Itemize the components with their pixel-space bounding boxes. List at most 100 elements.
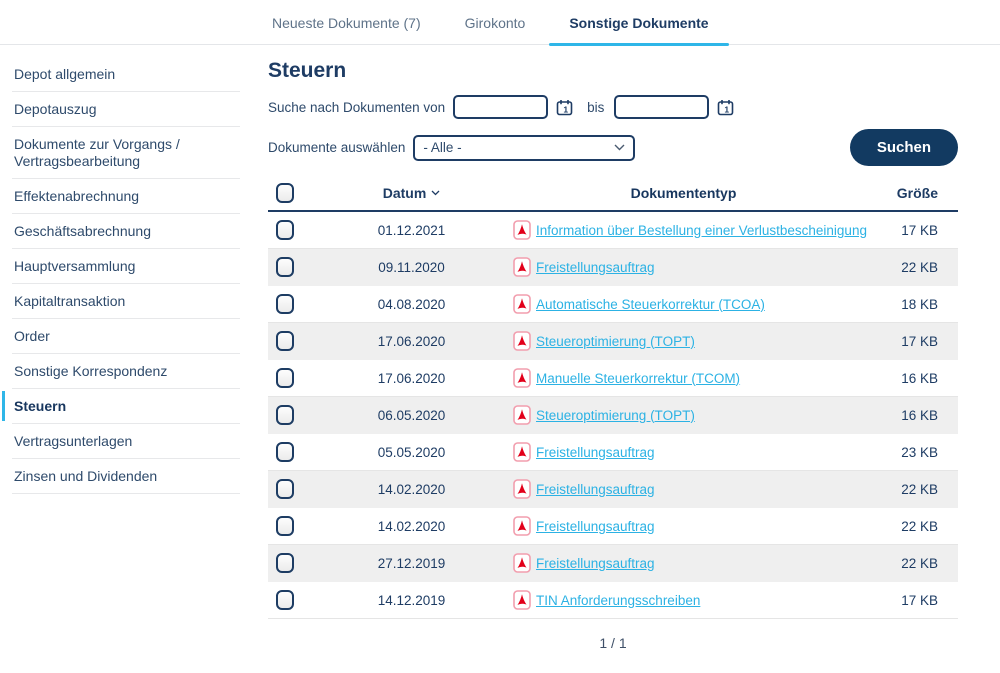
select-label: Dokumente auswählen bbox=[268, 140, 406, 155]
row-date: 14.02.2020 bbox=[377, 518, 446, 534]
row-checkbox[interactable] bbox=[276, 442, 294, 462]
row-date: 06.05.2020 bbox=[377, 407, 446, 423]
sidebar-item-vertragsunterlagen[interactable]: Vertragsunterlagen bbox=[12, 424, 240, 459]
sidebar-item-depotauszug[interactable]: Depotauszug bbox=[12, 92, 240, 127]
table-row: 27.12.2019 Freistellungsauftrag 22 KB bbox=[268, 545, 958, 582]
row-size: 18 KB bbox=[901, 296, 938, 312]
pdf-icon bbox=[513, 479, 531, 499]
pdf-icon bbox=[513, 368, 531, 388]
document-link[interactable]: Freistellungsauftrag bbox=[536, 444, 655, 460]
row-size: 22 KB bbox=[901, 481, 938, 497]
row-checkbox[interactable] bbox=[276, 516, 294, 536]
date-to-input[interactable] bbox=[614, 95, 710, 119]
row-checkbox[interactable] bbox=[276, 479, 294, 499]
sidebar-item-steuern[interactable]: Steuern bbox=[2, 389, 240, 424]
tab-neueste-dokumente-7[interactable]: Neueste Dokumente (7) bbox=[272, 15, 421, 31]
tab-girokonto[interactable]: Girokonto bbox=[464, 15, 526, 31]
sidebar-item-hauptversammlung[interactable]: Hauptversammlung bbox=[12, 249, 240, 284]
sidebar-item-order[interactable]: Order bbox=[12, 319, 240, 354]
document-link[interactable]: Freistellungsauftrag bbox=[536, 259, 655, 275]
pdf-icon bbox=[513, 294, 531, 314]
row-date: 17.06.2020 bbox=[377, 370, 446, 386]
document-link[interactable]: Steueroptimierung (TOPT) bbox=[536, 333, 695, 349]
row-checkbox[interactable] bbox=[276, 220, 294, 240]
document-link[interactable]: Freistellungsauftrag bbox=[536, 481, 655, 497]
main-content: Steuern Suche nach Dokumenten von 1 bis bbox=[240, 45, 1000, 651]
sidebar-item-kapitaltransaktion[interactable]: Kapitaltransaktion bbox=[12, 284, 240, 319]
pdf-icon bbox=[513, 331, 531, 351]
tab-sonstige-dokumente[interactable]: Sonstige Dokumente bbox=[549, 15, 729, 46]
date-search-label: Suche nach Dokumenten von bbox=[268, 99, 446, 115]
date-from-input[interactable] bbox=[453, 95, 549, 119]
table-row: 09.11.2020 Freistellungsauftrag 22 KB bbox=[268, 249, 958, 286]
pdf-icon bbox=[513, 442, 531, 462]
row-checkbox[interactable] bbox=[276, 294, 294, 314]
row-date: 14.02.2020 bbox=[377, 481, 446, 497]
table-row: 17.06.2020 Steueroptimierung (TOPT) 17 K… bbox=[268, 323, 958, 360]
table-row: 06.05.2020 Steueroptimierung (TOPT) 16 K… bbox=[268, 397, 958, 434]
sort-by-date-header[interactable]: Datum bbox=[314, 185, 509, 201]
pdf-icon bbox=[513, 257, 531, 277]
document-link[interactable]: Freistellungsauftrag bbox=[536, 518, 655, 534]
sidebar-item-effektenabrechnung[interactable]: Effektenabrechnung bbox=[12, 179, 240, 214]
row-date: 14.12.2019 bbox=[377, 592, 446, 608]
page-title: Steuern bbox=[268, 59, 347, 82]
sidebar-item-geschäftsabrechnung[interactable]: Geschäftsabrechnung bbox=[12, 214, 240, 249]
category-sidebar: Depot allgemein Depotauszug Dokumente zu… bbox=[0, 45, 240, 651]
search-button[interactable]: Suchen bbox=[849, 129, 958, 166]
sidebar-item-sonstige-korrespondenz[interactable]: Sonstige Korrespondenz bbox=[12, 354, 240, 389]
size-column-header: Größe bbox=[896, 185, 938, 201]
pdf-icon bbox=[513, 220, 531, 240]
calendar-icon-to[interactable]: 1 bbox=[717, 99, 734, 116]
document-link[interactable]: Freistellungsauftrag bbox=[536, 555, 655, 571]
svg-text:1: 1 bbox=[563, 104, 568, 114]
row-size: 22 KB bbox=[901, 518, 938, 534]
table-header-row: Datum Dokumententyp Größe bbox=[268, 176, 958, 212]
row-size: 16 KB bbox=[901, 370, 938, 386]
table-row: 17.06.2020 Manuelle Steuerkorrektur (TCO… bbox=[268, 360, 958, 397]
document-type-select[interactable]: - Alle - bbox=[413, 134, 636, 161]
row-checkbox[interactable] bbox=[276, 257, 294, 277]
table-row: 05.05.2020 Freistellungsauftrag 23 KB bbox=[268, 434, 958, 471]
bis-label: bis bbox=[587, 99, 605, 115]
type-column-header: Dokumententyp bbox=[630, 185, 737, 201]
document-link[interactable]: Information über Bestellung einer Verlus… bbox=[536, 222, 867, 238]
row-size: 23 KB bbox=[901, 444, 938, 460]
document-tabbar: Neueste Dokumente (7) Girokonto Sonstige… bbox=[0, 0, 1000, 46]
documents-table: Datum Dokumententyp Größe 01.12.2021 bbox=[268, 176, 958, 619]
row-checkbox[interactable] bbox=[276, 553, 294, 573]
row-size: 17 KB bbox=[901, 592, 938, 608]
date-search-row: Suche nach Dokumenten von 1 bis 1 bbox=[268, 95, 958, 119]
sort-chevron-down-icon bbox=[431, 190, 440, 196]
sidebar-item-depot-allgemein[interactable]: Depot allgemein bbox=[12, 57, 240, 92]
document-link[interactable]: Steueroptimierung (TOPT) bbox=[536, 407, 695, 423]
chevron-down-icon bbox=[614, 144, 625, 151]
pdf-icon bbox=[513, 405, 531, 425]
calendar-icon-from[interactable]: 1 bbox=[556, 99, 573, 116]
row-checkbox[interactable] bbox=[276, 405, 294, 425]
table-row: 01.12.2021 Information über Bestellung e… bbox=[268, 212, 958, 249]
row-checkbox[interactable] bbox=[276, 590, 294, 610]
row-date: 04.08.2020 bbox=[377, 296, 446, 312]
document-link[interactable]: TIN Anforderungsschreiben bbox=[536, 592, 701, 608]
row-checkbox[interactable] bbox=[276, 331, 294, 351]
document-link[interactable]: Manuelle Steuerkorrektur (TCOM) bbox=[536, 370, 741, 386]
sidebar-item-dokumente-zur-vorgangs-vertragsbearbeitung[interactable]: Dokumente zur Vorgangs / Vertragsbearbei… bbox=[12, 127, 240, 179]
row-checkbox[interactable] bbox=[276, 368, 294, 388]
row-size: 22 KB bbox=[901, 555, 938, 571]
table-row: 14.02.2020 Freistellungsauftrag 22 KB bbox=[268, 508, 958, 545]
document-type-row: Dokumente auswählen - Alle - Suchen bbox=[268, 129, 958, 166]
select-all-checkbox[interactable] bbox=[276, 183, 294, 203]
document-link[interactable]: Automatische Steuerkorrektur (TCOA) bbox=[536, 296, 765, 312]
row-size: 17 KB bbox=[901, 222, 938, 238]
table-row: 14.02.2020 Freistellungsauftrag 22 KB bbox=[268, 471, 958, 508]
row-date: 27.12.2019 bbox=[377, 555, 446, 571]
sidebar-item-zinsen-und-dividenden[interactable]: Zinsen und Dividenden bbox=[12, 459, 240, 494]
row-date: 17.06.2020 bbox=[377, 333, 446, 349]
pdf-icon bbox=[513, 590, 531, 610]
row-size: 16 KB bbox=[901, 407, 938, 423]
row-size: 22 KB bbox=[901, 259, 938, 275]
row-date: 01.12.2021 bbox=[377, 222, 446, 238]
row-size: 17 KB bbox=[901, 333, 938, 349]
row-date: 05.05.2020 bbox=[377, 444, 446, 460]
